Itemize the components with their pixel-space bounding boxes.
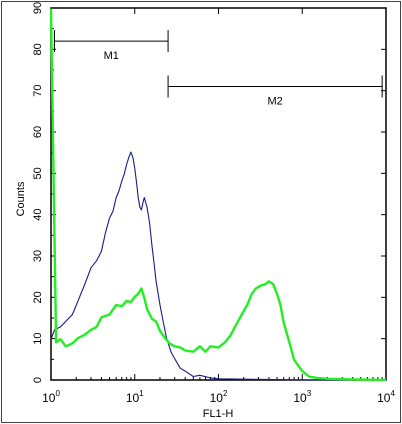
sample-histogram-line [49,8,387,382]
marker-gates: M1 M2 [53,30,383,108]
x-axis-label: FL1-H [203,408,234,420]
x-tick-exponent: 0 [55,389,60,398]
x-tick-base: 10 [126,391,140,405]
control-histogram-line [50,151,386,381]
y-tick-label: 30 [32,250,44,262]
x-tick-exponent: 1 [139,389,144,398]
x-tick-label: 100 [42,389,60,405]
x-tick-exponent: 2 [223,389,228,398]
x-tick-base: 10 [377,391,391,405]
y-tick-label: 80 [32,43,44,55]
y-tick-label: 60 [32,126,44,138]
y-tick-label: 90 [32,2,44,14]
x-tick-exponent: 4 [390,389,395,398]
x-tick-exponent: 3 [307,389,312,398]
x-tick-base: 10 [210,391,224,405]
x-tick-base: 10 [293,391,307,405]
y-tick-label: 10 [32,333,44,345]
x-tick-label: 102 [210,389,228,405]
y-tick-label: 20 [32,291,44,303]
gate-label: M1 [104,50,119,62]
gate-label: M2 [267,96,282,108]
y-tick-label: 40 [32,209,44,221]
y-axis-label: Counts [15,181,27,216]
histogram-series [49,8,387,382]
x-tick-base: 10 [42,391,56,405]
y-tick-label: 70 [32,85,44,97]
y-tick-label: 50 [32,167,44,179]
x-axis: 100 101 102 103 104 [42,8,395,405]
y-axis: 0 10 20 30 40 50 60 70 80 90 [32,2,386,383]
x-tick-label: 101 [126,389,144,405]
x-tick-label: 104 [377,389,395,405]
y-tick-label: 0 [32,377,44,383]
x-tick-label: 103 [293,389,311,405]
